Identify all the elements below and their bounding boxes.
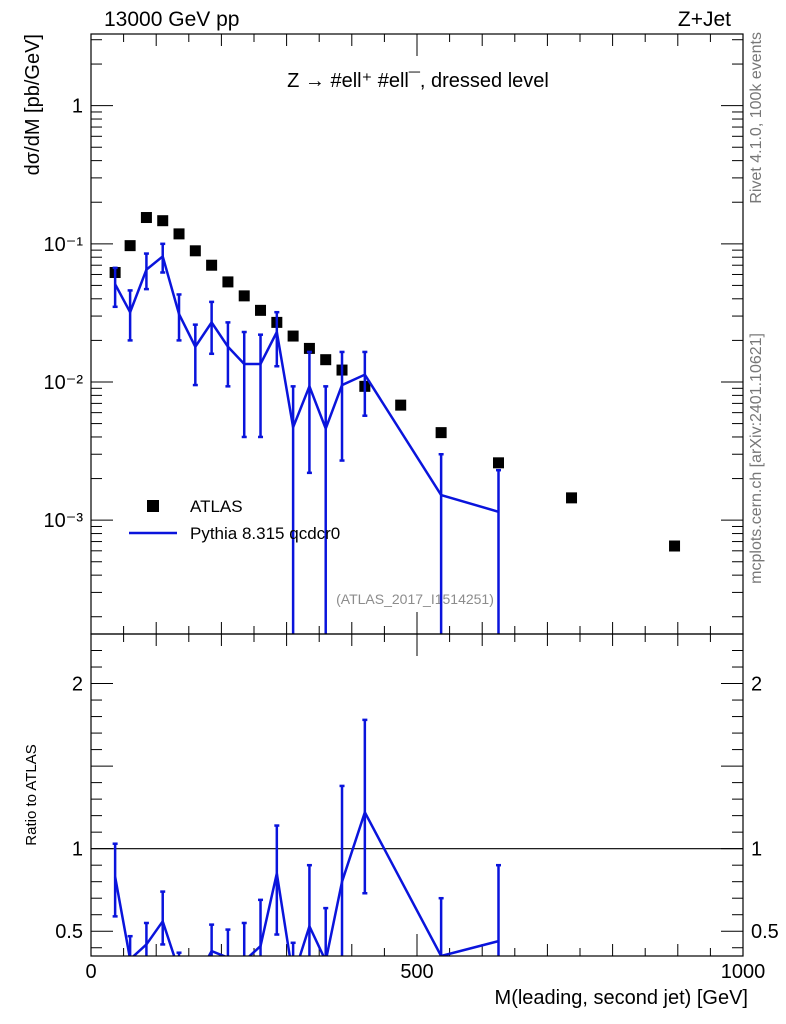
header-left-label: 13000 GeV pp <box>104 8 239 31</box>
atlas-data-point <box>173 228 185 240</box>
header-right-label: Z+Jet <box>678 8 731 31</box>
atlas-data-point <box>255 304 267 316</box>
atlas-data-point <box>238 290 250 302</box>
legend-atlas-marker <box>147 500 159 512</box>
atlas-data-point <box>395 399 407 411</box>
legend: ATLAS Pythia 8.315 qcdcr0 <box>129 497 340 543</box>
atlas-data-point <box>124 240 136 252</box>
main-panel-ticks: 10⁻³ 10⁻² 10⁻¹ 1 <box>44 34 744 634</box>
atlas-data-point <box>493 457 504 469</box>
mcplots-source-label: mcplots.cern.ch [arXiv:2401.10621] <box>748 333 765 584</box>
main-y-tick-label: 10⁻³ <box>44 510 84 532</box>
atlas-data-point <box>566 492 578 504</box>
atlas-data-point <box>669 540 681 552</box>
main-y-tick-label: 10⁻² <box>44 372 84 394</box>
ratio-y-tick-label: 1 <box>72 839 83 861</box>
main-y-axis-title: dσ/dM [pb/GeV] <box>22 34 44 175</box>
atlas-data-point <box>189 245 201 257</box>
atlas-data-point <box>140 212 152 224</box>
x-tick-label: 500 <box>400 961 433 983</box>
ratio-y-tick-label: 0.5 <box>55 921 83 943</box>
ratio-panel-ticks: 0.5 0.5 1 1 2 2 0 500 1000 <box>55 634 779 983</box>
ratio-y-axis-title: Ratio to ATLAS <box>23 744 40 845</box>
x-axis-title: M(leading, second jet) [GeV] <box>495 987 748 1009</box>
atlas-data-point <box>206 259 218 271</box>
ratio-y-tick-label-right: 2 <box>751 674 762 696</box>
legend-pythia-label: Pythia 8.315 qcdcr0 <box>190 524 340 543</box>
atlas-data-point <box>222 276 234 288</box>
analysis-watermark: (ATLAS_2017_I1514251) <box>336 591 494 607</box>
x-tick-label: 1000 <box>721 961 766 983</box>
atlas-data-point <box>303 342 315 354</box>
ratio-line <box>113 809 499 956</box>
x-tick-label: 0 <box>85 961 96 983</box>
rivet-version-label: Rivet 4.1.0, 100k events <box>748 32 765 204</box>
legend-atlas-label: ATLAS <box>190 497 243 516</box>
pythia-line <box>114 254 499 513</box>
ratio-clip-group <box>112 718 501 956</box>
ratio-panel-frame <box>90 633 744 957</box>
atlas-data-point <box>320 354 332 366</box>
main-clip-group <box>109 212 681 634</box>
ratio-panel-series <box>112 718 501 956</box>
main-plot-title: Z → #ell⁺ #ell¯, dressed level <box>287 70 549 92</box>
main-y-tick-label: 1 <box>72 96 83 118</box>
main-panel-series <box>109 212 681 634</box>
atlas-data-point <box>287 330 299 342</box>
ratio-y-tick-label: 2 <box>72 674 83 696</box>
atlas-data-point <box>435 427 447 439</box>
ratio-y-tick-label-right: 0.5 <box>751 921 779 943</box>
ratio-y-tick-label-right: 1 <box>751 839 762 861</box>
atlas-data-point <box>157 215 169 227</box>
main-y-tick-label: 10⁻¹ <box>44 234 84 256</box>
